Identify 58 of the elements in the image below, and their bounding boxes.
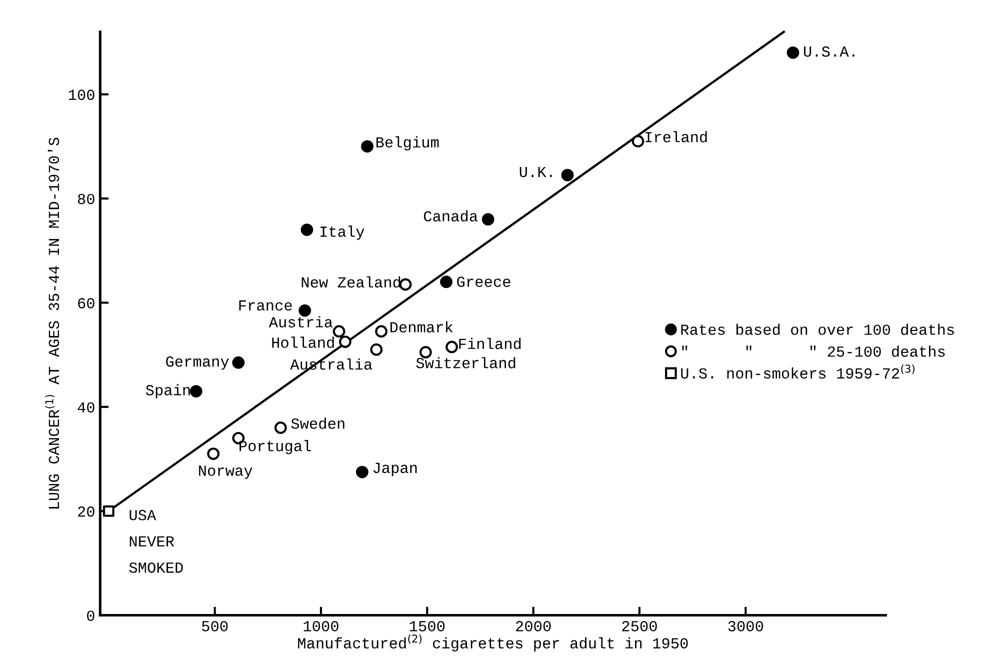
annotation: Portugal [240,440,311,454]
x-axis-title: Manufactured$^{(2)}$ cigarettes per adult in 1950 [298,634,688,652]
point [375,325,388,338]
annotation: Belgium [376,136,439,151]
point [298,304,312,317]
annotation: Austria [268,316,333,328]
legend-label: " " " 25-100 deaths [682,346,945,357]
point [338,336,352,348]
point [632,135,644,148]
point [440,276,452,288]
x-tick-label: 3000 [728,620,764,632]
point [274,422,287,434]
annotation: Greece [457,276,510,287]
annotation: Switzerland [416,357,516,368]
x-tick-label: 2000 [516,620,551,632]
annotation: Canada [424,210,478,222]
x-tick-label: 2500 [622,620,657,632]
point [786,46,800,59]
point [190,385,202,398]
y-tick-label: 100 [68,90,94,100]
point [207,448,220,460]
point [102,505,114,517]
y-tick-label: 0 [87,610,94,621]
annotation: Ireland [645,131,707,142]
annotation: Holland [272,336,334,348]
x-tick-label: 1500 [410,620,445,632]
annotation: Spain [146,384,190,398]
annotation: U.K. [520,166,552,178]
point [446,340,458,354]
y-tick-label: 60 [78,298,94,308]
annotation: Italy [320,226,364,240]
point [482,213,494,226]
annotation: Denmark [390,321,453,332]
point [561,168,574,182]
annotation: Finland [459,338,521,350]
y-tick-label: 80 [78,194,94,204]
x-tick-label: 500 [202,620,228,632]
y-axis-title: LUNG CANCER$^{(1)}$ AT AGES 35-44 IN MID-1970'S [45,138,60,508]
point [370,343,383,356]
annotation: Norway [199,466,252,479]
point [332,325,346,338]
annotation: Japan [373,462,417,476]
annotation: U.S.A. [804,46,854,57]
annotation: New Zealand [302,276,400,288]
legend-label: Rates based on over 100 deaths [681,324,954,335]
annotation: France [239,300,292,311]
point [356,466,368,478]
point [232,356,245,369]
point [399,278,412,291]
y-tick-label: 40 [78,402,94,413]
legend-label: U.S. non-smokers 1959-72$^{(3)}$ [681,364,914,379]
x-tick-label: 1000 [304,620,338,632]
annotation: Sweden [291,418,344,429]
point [300,224,314,236]
annotation: Germany [166,356,229,370]
point [361,140,374,153]
y-tick-label: 20 [78,506,94,517]
annotation: USA NEVER SMOKED [129,510,183,573]
